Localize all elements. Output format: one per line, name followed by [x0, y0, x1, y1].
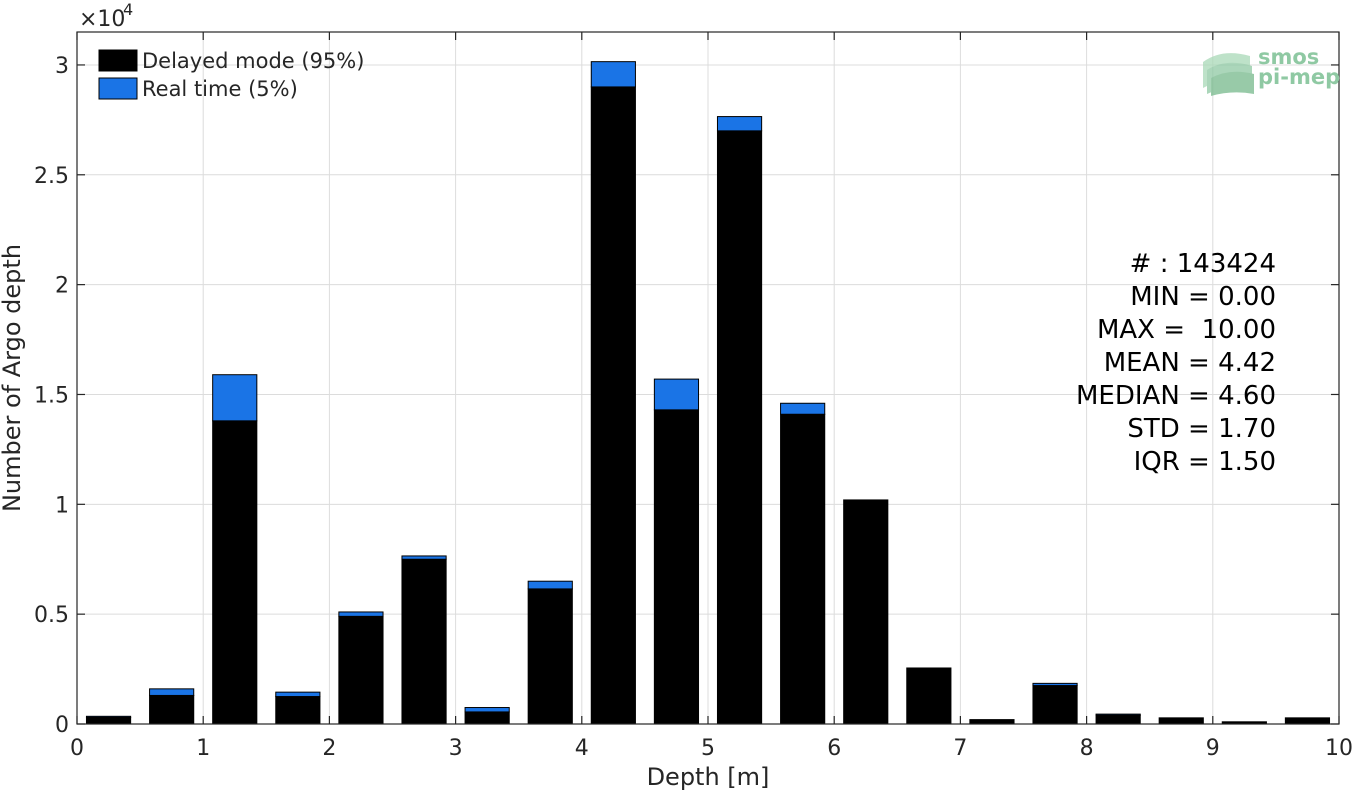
bar-delayed-mode [85, 716, 132, 725]
bar-real-time [338, 611, 384, 617]
y-tick-label: 1 [55, 493, 69, 518]
legend-label-delayed-mode: Delayed mode (95%) [142, 49, 364, 73]
y-exponent-power: 4 [123, 0, 133, 19]
legend-label-real-time: Real time (5%) [142, 77, 298, 101]
x-tick-label: 7 [953, 736, 967, 761]
bar-delayed-mode [527, 588, 573, 725]
y-exponent-base: ×10 [79, 7, 125, 32]
y-axis-title: Number of Argo depth [0, 244, 26, 512]
bar-delayed-mode [590, 86, 636, 725]
x-tick-label: 0 [70, 736, 84, 761]
bar-delayed-mode [401, 558, 447, 725]
legend-swatch-delayed-mode [98, 49, 138, 72]
x-tick-label: 6 [827, 736, 841, 761]
bar-delayed-mode [275, 696, 321, 725]
x-tick-label: 5 [701, 736, 715, 761]
stat-min: MIN = 0.00 [1130, 282, 1276, 312]
bar-real-time [527, 580, 573, 590]
bar-real-time [1032, 682, 1078, 687]
x-tick-label: 2 [322, 736, 336, 761]
bar-delayed-mode [1158, 717, 1204, 725]
bar-real-time [275, 691, 321, 698]
bar-delayed-mode [149, 694, 195, 725]
x-axis-title: Depth [m] [647, 763, 770, 791]
x-tick-label: 8 [1080, 736, 1094, 761]
y-tick-label: 3 [55, 54, 69, 79]
bar-real-time [780, 402, 826, 415]
bar-delayed-mode [716, 130, 763, 725]
stat-max: MAX = 10.00 [1097, 315, 1276, 345]
x-tick-label: 3 [449, 736, 463, 761]
x-tick-label: 4 [575, 736, 589, 761]
grid-layer [77, 32, 1339, 724]
x-tick-label: 1 [196, 736, 210, 761]
bar-real-time [212, 374, 258, 422]
bar-delayed-mode [212, 420, 258, 725]
bar-delayed-mode [653, 409, 700, 725]
logo-text-smos: smos [1258, 45, 1319, 69]
bar-delayed-mode [843, 499, 889, 725]
bar-real-time [590, 61, 636, 88]
bar-delayed-mode [969, 719, 1015, 725]
bar-delayed-mode [338, 615, 384, 725]
x-tick-label: 9 [1206, 736, 1220, 761]
bar-real-time [401, 555, 447, 560]
stat-mean: MEAN = 4.42 [1104, 348, 1276, 378]
y-tick-label: 2.5 [34, 164, 69, 189]
bar-real-time [1095, 713, 1141, 716]
y-tick-label: 2 [55, 274, 69, 299]
bar-delayed-mode [1284, 717, 1331, 725]
x-tick-label: 10 [1325, 736, 1353, 761]
stat-median: MEDIAN = 4.60 [1076, 381, 1276, 411]
bar-real-time [653, 378, 700, 411]
tick-layer: 0 1 2 3 4 5 6 7 8 9 10 0 0.5 1 1.5 2 2.5 3 [34, 32, 1353, 761]
stat-std: STD = 1.70 [1127, 414, 1276, 444]
y-tick-label: 0.5 [34, 603, 69, 628]
bar-delayed-mode [906, 667, 952, 725]
smos-pi-mep-logo: smos pi-mep [1203, 45, 1340, 96]
bar-layer [85, 61, 1331, 725]
logo-waves-icon [1203, 53, 1254, 96]
bar-real-time [149, 688, 195, 696]
stat-count: # : 143424 [1130, 249, 1276, 279]
bar-delayed-mode [1095, 714, 1141, 725]
legend-swatch-real-time [98, 77, 138, 100]
y-tick-label: 0 [55, 713, 69, 738]
bar-real-time [85, 715, 132, 718]
bar-delayed-mode [1032, 685, 1078, 725]
bar-real-time [716, 116, 763, 132]
logo-text-pi-mep: pi-mep [1258, 65, 1340, 89]
legend: Delayed mode (95%) Real time (5%) [98, 49, 364, 101]
y-tick-label: 1.5 [34, 383, 69, 408]
bar-real-time [464, 707, 510, 713]
stat-iqr: IQR = 1.50 [1134, 447, 1276, 477]
stats-block: # : 143424 MIN = 0.00 MAX = 10.00 MEAN =… [1076, 249, 1276, 477]
bar-delayed-mode [464, 711, 510, 725]
bar-delayed-mode [780, 413, 826, 725]
